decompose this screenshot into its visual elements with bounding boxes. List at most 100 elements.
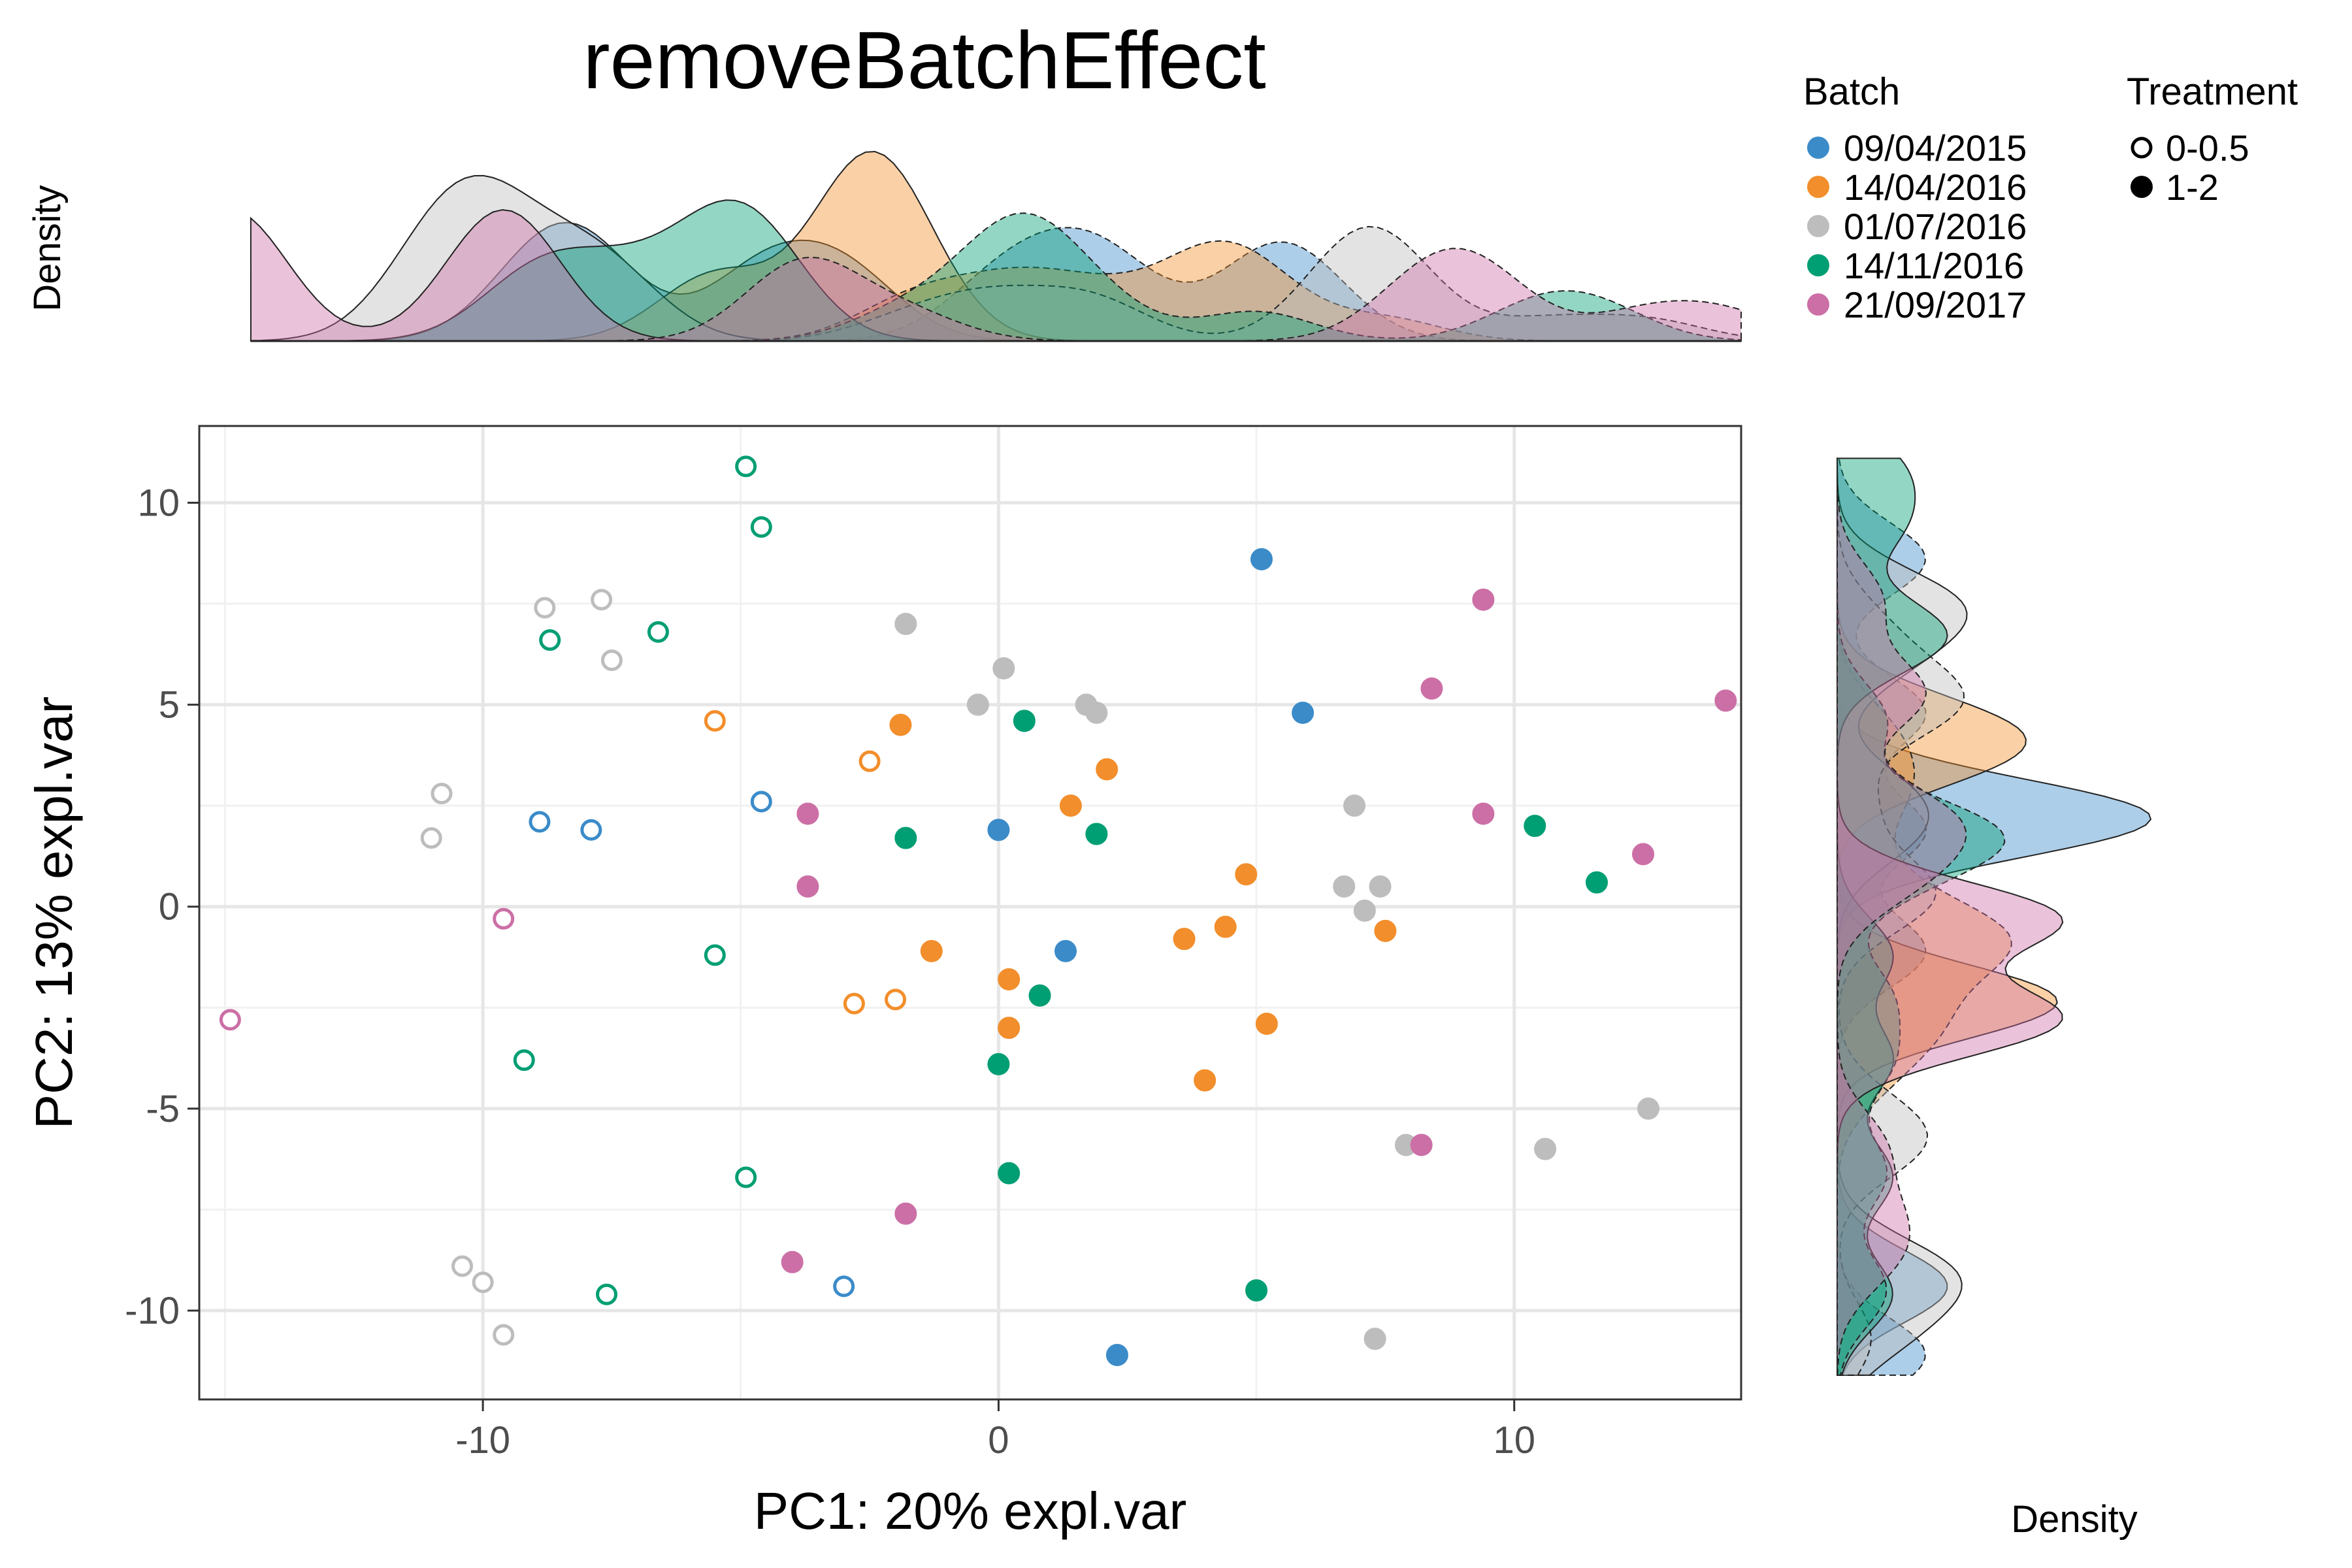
plot-area	[199, 426, 1741, 1399]
data-point	[472, 1271, 494, 1294]
treatment-legend-label: 1-2	[2166, 167, 2219, 208]
data-point	[998, 1162, 1021, 1184]
data-point	[431, 783, 453, 805]
data-point	[1292, 701, 1315, 724]
data-point	[493, 907, 515, 930]
x-tick-label: -10	[455, 1419, 510, 1462]
main-panel: -10 0 10 10 5 0 -5 -10 PC1: 20% expl.var PC2: …	[25, 425, 1742, 1540]
data-point	[1632, 843, 1655, 866]
data-point	[1214, 915, 1237, 938]
grid-lines	[199, 426, 1741, 1399]
x-axis-label: PC1: 20% expl.var	[754, 1482, 1187, 1540]
data-point	[1085, 823, 1108, 845]
batch-legend-label: 09/04/2015	[1844, 127, 2027, 169]
data-point	[750, 791, 772, 813]
data-point	[493, 1324, 515, 1346]
data-point	[1054, 939, 1077, 962]
treatment-legend-entries: 0-0.51-2	[2131, 127, 2249, 208]
data-points	[219, 455, 1737, 1366]
batch-legend-key	[1807, 176, 1829, 198]
treatment-legend-key	[2131, 176, 2153, 198]
treatment-legend-key	[2131, 137, 2153, 159]
data-point	[539, 629, 561, 651]
data-point	[1059, 794, 1082, 817]
data-point	[987, 819, 1010, 841]
data-point	[647, 621, 669, 643]
batch-legend-label: 21/09/2017	[1844, 284, 2027, 325]
y-tick-label: -10	[125, 1290, 180, 1332]
right-density-curve	[1837, 458, 1967, 1376]
batch-legend-label: 01/07/2016	[1844, 206, 2027, 247]
data-point	[1524, 815, 1546, 838]
data-point	[735, 455, 757, 478]
batch-legend-key	[1807, 215, 1829, 237]
data-point	[920, 939, 943, 962]
data-point	[966, 693, 989, 716]
data-point	[596, 1283, 618, 1305]
data-point	[1173, 928, 1196, 951]
right-density-curve	[1837, 457, 1948, 1376]
data-point	[1637, 1097, 1659, 1120]
data-point	[1714, 689, 1737, 712]
data-point	[833, 1275, 855, 1298]
batch-legend-key	[1807, 254, 1829, 276]
data-point	[894, 826, 917, 849]
data-point	[1235, 863, 1258, 886]
data-point	[420, 827, 442, 849]
x-axis-ticks: -10 0 10	[455, 1399, 1535, 1462]
data-point	[1534, 1137, 1557, 1160]
data-point	[998, 968, 1021, 991]
data-point	[735, 1166, 757, 1188]
data-point	[1369, 875, 1392, 898]
data-point	[1472, 802, 1495, 825]
data-point	[1585, 871, 1608, 894]
data-point	[1353, 899, 1376, 922]
batch-legend: Batch 09/04/201514/04/201601/07/201614/1…	[1803, 71, 2027, 325]
data-point	[1410, 1134, 1433, 1156]
y-tick-label: 0	[159, 886, 180, 928]
data-point	[600, 649, 623, 672]
data-point	[534, 596, 556, 619]
data-point	[451, 1255, 474, 1277]
batch-legend-title: Batch	[1803, 71, 1900, 113]
treatment-legend-label: 0-0.5	[2166, 127, 2249, 169]
chart-title: removeBatchEffect	[583, 16, 1266, 106]
y-axis-label: PC2: 13% expl.var	[25, 696, 83, 1130]
data-point	[1105, 1343, 1128, 1366]
data-point	[704, 944, 726, 966]
treatment-legend-title: Treatment	[2127, 71, 2298, 113]
data-point	[796, 875, 819, 898]
data-point	[513, 1049, 535, 1071]
data-point	[987, 1053, 1010, 1075]
data-point	[1250, 548, 1273, 571]
x-tick-label: 0	[988, 1419, 1009, 1462]
data-point	[529, 811, 551, 833]
data-point	[889, 713, 912, 736]
data-point	[796, 802, 819, 825]
right-density-panel: Density	[1837, 457, 2152, 1541]
right-density-curves	[1837, 457, 2152, 1376]
batch-legend-label: 14/04/2016	[1844, 167, 2027, 208]
treatment-legend: Treatment 0-0.51-2	[2127, 71, 2298, 208]
data-point	[894, 612, 917, 635]
data-point	[992, 657, 1015, 679]
data-point	[1245, 1279, 1268, 1302]
data-point	[1194, 1069, 1217, 1092]
data-point	[591, 589, 613, 611]
y-axis-ticks: 10 5 0 -5 -10	[125, 482, 199, 1332]
batch-legend-entries: 09/04/201514/04/201601/07/201614/11/2016…	[1807, 127, 2027, 325]
batch-legend-key	[1807, 137, 1829, 159]
data-point	[1364, 1328, 1386, 1350]
data-point	[750, 516, 772, 538]
data-point	[781, 1250, 804, 1273]
data-point	[704, 710, 726, 732]
data-point	[858, 750, 881, 772]
data-point	[219, 1009, 241, 1031]
y-tick-label: 5	[159, 684, 180, 727]
data-point	[1333, 875, 1356, 898]
batch-legend-key	[1807, 293, 1829, 316]
data-point	[1013, 710, 1036, 732]
data-point	[1343, 794, 1366, 817]
data-point	[1255, 1013, 1278, 1036]
